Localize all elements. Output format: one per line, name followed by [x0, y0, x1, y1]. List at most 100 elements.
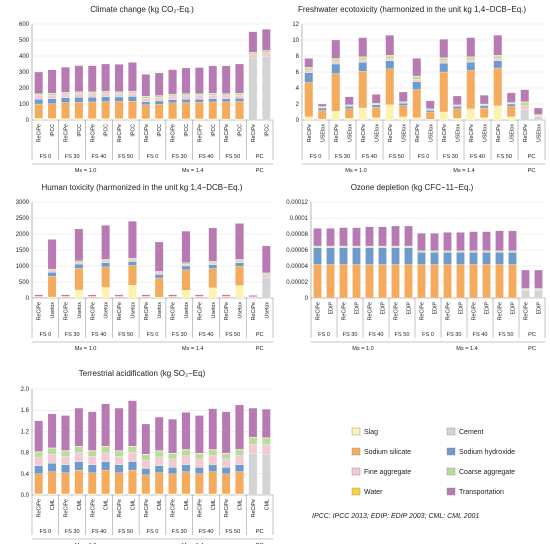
group-label: FS 40 [199, 332, 214, 338]
bar-segment-slag [208, 287, 218, 299]
group-label: FS 0 [147, 154, 159, 160]
group-label: FS 50 [497, 154, 512, 160]
bar-segment-slag [398, 116, 408, 121]
bar-segment-sodium-hydroxide [452, 106, 462, 109]
legend-label-sodium-hydroxide: Sodium hydroxide [459, 449, 515, 456]
bar-segment-coarse-aggregate [331, 59, 341, 62]
bar-segment-slag [61, 118, 70, 121]
group-label: FS 40 [91, 332, 106, 338]
bar-segment-slag [235, 285, 244, 299]
bar-segment-transportation [101, 225, 110, 260]
bar-segment-slag [195, 118, 204, 121]
bar-segment-slag [506, 116, 516, 121]
legend-abbreviation-note: IPCC: IPCC 2013; EDIP: EDIP 2003; CML: C… [312, 513, 479, 520]
bar-segment-coarse-aggregate [141, 96, 151, 99]
bar-segment-fine-aggregate [87, 456, 97, 465]
bar-segment-cement [262, 56, 271, 121]
bar-segment-sodium-silicate [221, 296, 231, 298]
bar-segment-transportation [443, 232, 452, 251]
bar-segment-coarse-aggregate [154, 95, 164, 98]
bar-segment-fine-aggregate [195, 458, 204, 468]
group-label: FS 30 [343, 332, 358, 338]
bar-segment-coarse-aggregate [141, 454, 151, 461]
bar-segment-coarse-aggregate [208, 449, 218, 456]
bar-segment-fine-aggregate [128, 92, 137, 97]
bar-segment-coarse-aggregate [208, 261, 218, 263]
x-category-label: CML [211, 499, 217, 510]
group-label: FS 0 [39, 154, 51, 160]
group-label: PC [256, 529, 264, 535]
bar-segment-slag [47, 493, 57, 496]
bar-segment-slag [128, 118, 137, 121]
x-category-label: EDIP [485, 302, 491, 315]
bar-segment-slag [344, 118, 354, 121]
x-category-label: ReCiPe [524, 302, 530, 320]
bar-segment-sodium-silicate [128, 100, 137, 119]
bar-segment-fine-aggregate [385, 58, 395, 61]
group-label: FS 30 [447, 332, 462, 338]
bar-segment-transportation [412, 58, 422, 77]
x-category-label: ReCiPe [420, 302, 426, 320]
y-tick-label: 2500 [16, 216, 30, 222]
bar-segment-sodium-hydroxide [101, 96, 110, 102]
bar-segment-coarse-aggregate [87, 450, 97, 457]
bar-segment-coarse-aggregate [74, 446, 84, 453]
bar-segment-fine-aggregate [235, 455, 244, 465]
x-category-label: IPCC [130, 124, 136, 137]
bar-segment-sodium-silicate [34, 473, 43, 495]
bar-segment-sodium-silicate [235, 266, 244, 286]
super-group-label: Ms = 1.0 [345, 168, 367, 174]
x-category-label: EDIP [407, 302, 413, 315]
y-tick-label: 300 [19, 70, 30, 76]
bar-segment-slag [221, 493, 231, 496]
bar-segment-cement [248, 296, 258, 299]
bar-segment-fine-aggregate [221, 95, 231, 100]
super-group-label: PC [256, 346, 264, 352]
bar-segment-slag [74, 118, 84, 121]
x-category-label: USEtox [347, 124, 353, 142]
group-label: FS 0 [39, 529, 51, 535]
bar-segment-transportation [195, 67, 204, 94]
bar-segment-coarse-aggregate [520, 102, 530, 106]
bar-segment-slag [331, 111, 341, 121]
group-label: FS 50 [389, 154, 404, 160]
bar-segment-transportation [417, 233, 426, 251]
bar-segment-slag [358, 107, 368, 121]
bar-segment-sodium-silicate [456, 264, 465, 299]
y-tick-label: 600 [19, 22, 30, 28]
bar-segment-sodium-silicate [482, 264, 491, 299]
x-category-label: ReCiPe [224, 124, 230, 142]
group-label: FS 30 [335, 154, 350, 160]
bar-segment-transportation [141, 423, 151, 455]
y-tick-label: 0.0001 [290, 216, 309, 222]
bar-segment-sodium-hydroxide [304, 72, 314, 83]
bar-segment-fine-aggregate [141, 97, 151, 102]
bar-segment-sodium-silicate [508, 264, 517, 299]
bar-segment-fine-aggregate [128, 259, 137, 262]
bar-segment-sodium-hydroxide [235, 464, 244, 472]
bar-segment-coarse-aggregate [154, 271, 164, 273]
bar-segment-slag [154, 118, 164, 121]
x-category-label: ReCiPe [90, 302, 96, 320]
bar-segment-sodium-silicate [195, 296, 204, 298]
bar-segment-sodium-silicate [34, 103, 43, 119]
bar-segment-transportation [47, 413, 57, 448]
bar-segment-coarse-aggregate [128, 91, 137, 94]
group-label: PC [256, 154, 264, 160]
x-category-label: ReCiPe [197, 302, 203, 320]
bar-segment-fine-aggregate [114, 93, 124, 98]
bar-segment-coarse-aggregate [128, 258, 137, 260]
bar-segment-transportation [74, 65, 84, 92]
x-category-label: ReCiPe [144, 124, 150, 142]
y-tick-label: 0.00002 [286, 280, 308, 286]
bar-segment-transportation [326, 228, 335, 247]
x-category-label: CML [104, 499, 110, 510]
chart-panel-5: Terrestrial acidification (kg SO₂−Eq) 0.0… [21, 369, 274, 544]
bar-segment-coarse-aggregate [195, 93, 204, 96]
bar-segment-sodium-hydroxide [128, 96, 137, 102]
bar-segment-coarse-aggregate [34, 451, 43, 458]
bar-segment-transportation [114, 407, 124, 451]
bar-segment-slag [452, 118, 462, 121]
bar-segment-sodium-hydroxide [47, 98, 57, 104]
group-label: FS 0 [422, 332, 434, 338]
